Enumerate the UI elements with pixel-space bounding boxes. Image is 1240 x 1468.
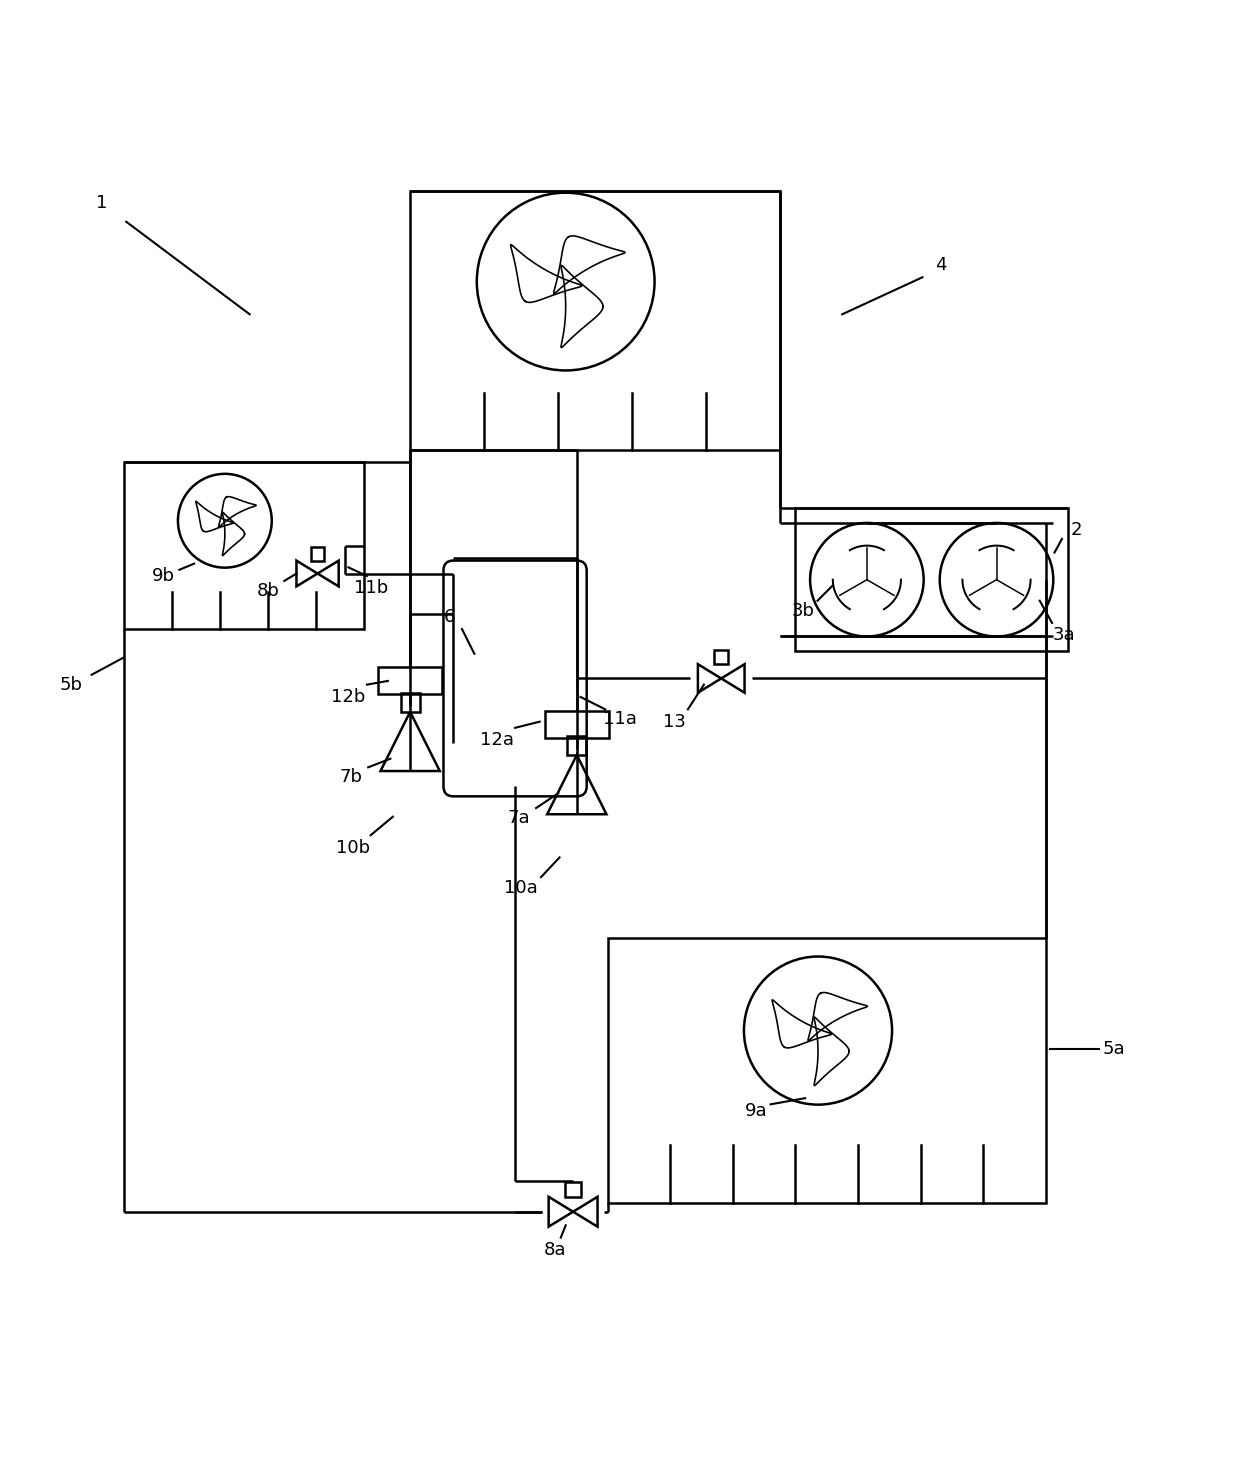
Text: 7a: 7a (507, 809, 529, 826)
Text: 3a: 3a (1053, 627, 1076, 644)
Text: 8b: 8b (257, 581, 280, 600)
Text: 2: 2 (1071, 521, 1083, 539)
Text: 5b: 5b (60, 675, 82, 693)
Bar (565, 1182, 580, 1196)
Text: 7b: 7b (340, 768, 362, 787)
Bar (401, 693, 419, 712)
Bar (378, 668, 443, 694)
Text: 5a: 5a (1102, 1039, 1125, 1058)
Bar (795, 508, 1068, 652)
Text: 1: 1 (95, 194, 107, 213)
Bar (410, 191, 780, 451)
Text: 12a: 12a (480, 731, 513, 749)
Text: 11b: 11b (353, 580, 388, 597)
Text: 9b: 9b (151, 567, 175, 584)
Bar (311, 548, 324, 561)
Bar (608, 938, 1045, 1204)
Bar (544, 711, 609, 738)
Text: 4: 4 (935, 255, 946, 275)
Text: 10a: 10a (505, 879, 538, 897)
Text: 13: 13 (663, 712, 686, 731)
Text: 6: 6 (444, 608, 455, 625)
Text: 12b: 12b (331, 688, 366, 706)
Bar (714, 650, 728, 664)
Text: 9a: 9a (744, 1101, 768, 1120)
Text: 3b: 3b (791, 602, 815, 619)
Bar (568, 735, 587, 755)
Text: 10b: 10b (336, 838, 371, 856)
Text: 11a: 11a (603, 711, 637, 728)
Bar (124, 462, 365, 630)
Text: 8a: 8a (543, 1240, 565, 1260)
